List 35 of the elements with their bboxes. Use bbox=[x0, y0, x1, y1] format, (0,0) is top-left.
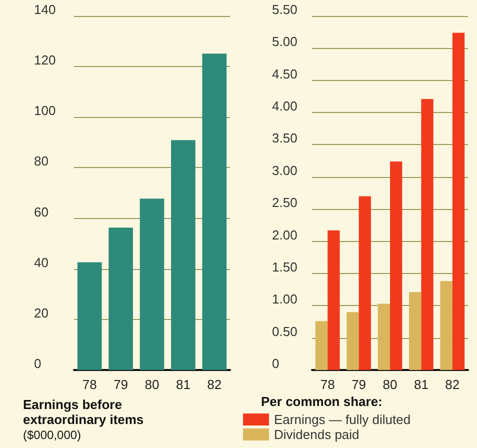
y-tick-label: 5.00 bbox=[272, 34, 298, 50]
y-tick-label: 1.50 bbox=[272, 259, 298, 274]
legend-label: Earnings — fully diluted bbox=[274, 412, 411, 427]
y-tick-label: 2.50 bbox=[272, 195, 298, 210]
y-tick-label: 40 bbox=[34, 254, 48, 270]
x-tick-label: 78 bbox=[82, 377, 97, 392]
y-tick-label: 4.00 bbox=[272, 98, 298, 114]
y-tick-label: 5.50 bbox=[272, 2, 298, 17]
text: Per common share: bbox=[261, 394, 382, 409]
x-tick-label: 82 bbox=[445, 377, 460, 392]
y-tick-label: 3.00 bbox=[272, 162, 298, 178]
y-tick-label: 20 bbox=[34, 305, 48, 320]
x-tick-label: 79 bbox=[352, 377, 366, 392]
x-tick-label: 80 bbox=[144, 377, 160, 392]
y-tick-label: 0 bbox=[34, 356, 42, 371]
y-tick-label: 80 bbox=[34, 154, 48, 169]
x-tick-label: 82 bbox=[207, 377, 222, 392]
y-tick-label: 2.00 bbox=[272, 227, 298, 242]
y-tick-label: 4.50 bbox=[272, 66, 298, 82]
x-tick-label: 81 bbox=[414, 377, 428, 392]
x-tick-label: 79 bbox=[114, 377, 128, 392]
y-tick-label: 1.00 bbox=[272, 292, 298, 307]
y-tick-label: 120 bbox=[34, 52, 56, 68]
y-tick-label: 3.50 bbox=[272, 130, 298, 146]
legend-label: Dividends paid bbox=[274, 427, 360, 442]
text: Earnings before extraordinary items bbox=[23, 397, 144, 427]
x-tick-label: 78 bbox=[320, 377, 335, 392]
y-tick-label: 0 bbox=[272, 356, 280, 371]
x-tick-label: 80 bbox=[382, 377, 398, 392]
y-tick-label: 140 bbox=[34, 2, 56, 17]
y-tick-label: 100 bbox=[34, 103, 56, 118]
y-tick-label: 60 bbox=[34, 204, 48, 220]
text: ($000,000) bbox=[23, 428, 82, 442]
x-tick-label: 81 bbox=[176, 377, 190, 392]
y-tick-label: 0.50 bbox=[272, 324, 298, 339]
